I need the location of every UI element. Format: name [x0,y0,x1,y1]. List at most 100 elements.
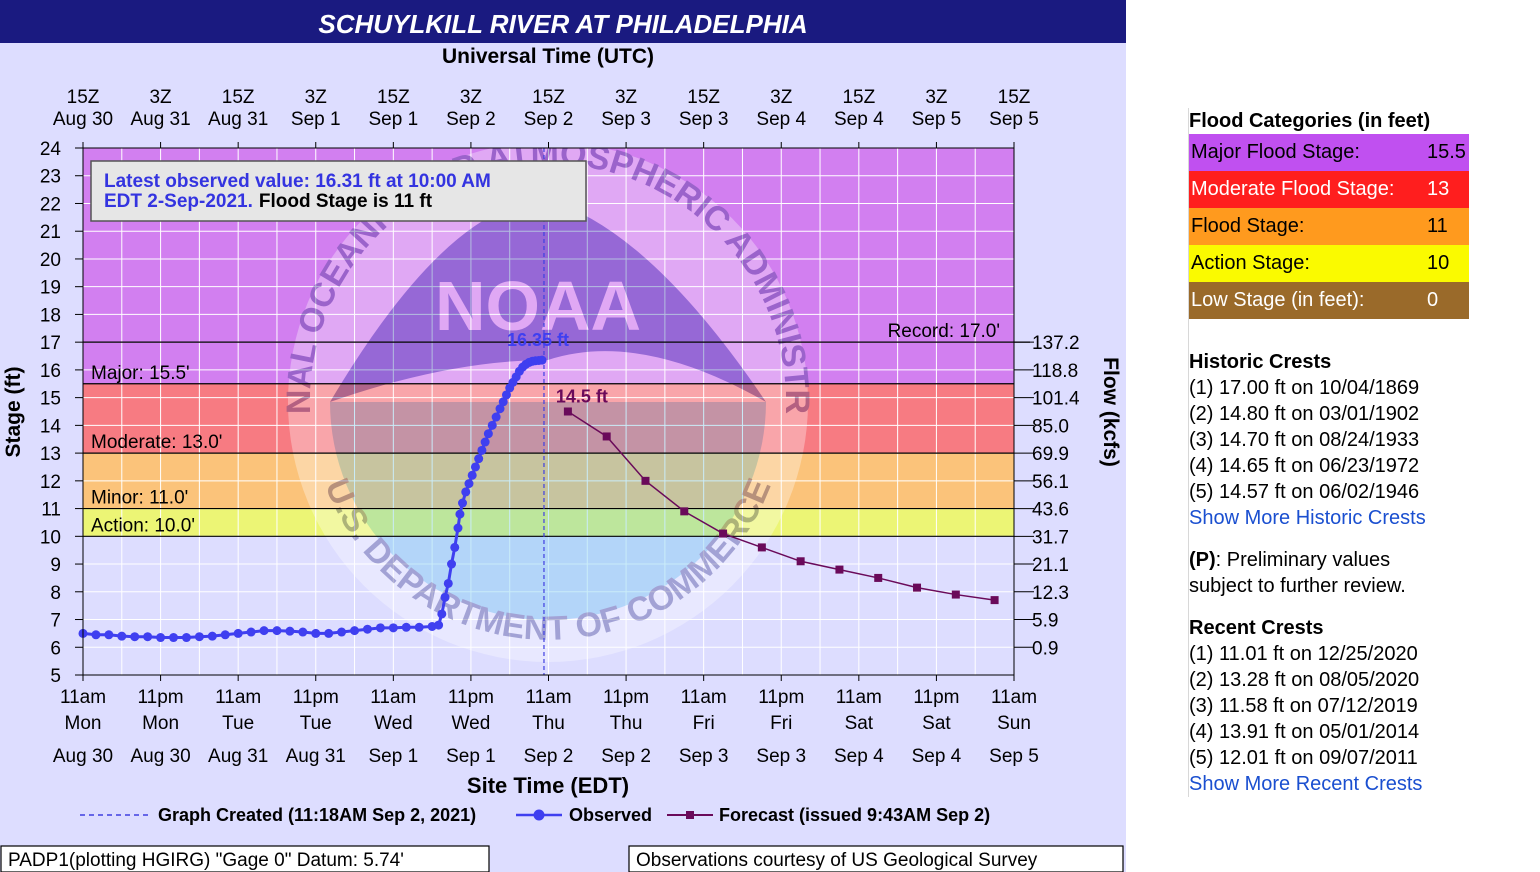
y-tick-label-13: 13 [40,444,61,465]
observed-point-18 [311,628,321,638]
y-tick-label-22: 22 [40,194,61,215]
footer-left-box [0,845,490,872]
threshold-label-1: Minor: 11.0' [91,488,188,509]
top-tick-time-12: 15Z [998,87,1031,108]
bottom-tick-time-10: 11am [836,687,882,708]
top-tick-date-12: Sep 5 [989,109,1039,130]
crest-item: (2) 14.80 ft on 03/01/1902 [1189,403,1420,425]
bottom-tick-day-3: Tue [300,713,332,734]
top-tick-date-6: Sep 2 [524,109,574,130]
threshold-label-3: Major: 15.5' [91,363,190,384]
top-tick-time-0: 15Z [67,87,100,108]
observed-point-11 [220,630,230,640]
observed-point-6 [156,633,166,643]
legend-created-label: Graph Created (11:18AM Sep 2, 2021) [158,805,476,825]
bottom-tick-time-9: 11pm [758,687,804,708]
observed-point-2 [104,630,114,640]
crest-item: (4) 14.65 ft on 06/23/1972 [1189,455,1420,477]
y-tick-label-12: 12 [40,472,61,493]
top-tick-time-7: 3Z [615,87,638,108]
bottom-tick-day-10: Sat [845,713,874,734]
bottom-tick-time-4: 11am [370,687,416,708]
flood-categories-list: Major Flood Stage: 15.5 Moderate Flood Sta… [1189,134,1489,319]
bottom-tick-date-7: Sep 2 [601,746,651,767]
top-tick-time-8: 15Z [687,87,720,108]
observed-point-22 [362,624,372,634]
legend-observed-marker [533,809,545,821]
bottom-tick-date-9: Sep 3 [756,746,806,767]
observed-point-24 [388,623,398,633]
flow-tick-label-7: 69.9 [1032,444,1069,465]
bottom-axis-title: Site Time (EDT) [467,773,629,798]
bottom-tick-time-2: 11am [215,687,261,708]
info-panel: Flood Categories (in feet) Major Flood S… [1188,108,1489,797]
observed-point-31 [443,578,453,588]
flood-category-value: 0 [1427,289,1439,311]
show-more-recent-link[interactable]: Show More Recent Crests [1189,773,1423,795]
bottom-tick-day-9: Fri [770,713,792,734]
legend-observed-label: Observed [569,805,652,825]
flood-category-label: Moderate Flood Stage: [1191,178,1395,200]
legend: Graph Created (11:18AM Sep 2, 2021) Obse… [80,805,990,825]
forecast-point-7 [835,565,844,574]
observed-point-4 [130,632,140,642]
y-tick-label-10: 10 [40,527,61,548]
bottom-tick-time-0: 11am [60,687,106,708]
footer-left-text: PADP1(plotting HGIRG) "Gage 0" Datum: 5.… [8,850,404,871]
top-tick-time-4: 15Z [377,87,410,108]
observed-point-47 [495,404,505,414]
observed-point-23 [375,623,385,633]
bottom-tick-date-12: Sep 5 [989,746,1039,767]
observed-point-3 [117,631,127,641]
flood-category-label: Flood Stage: [1191,215,1305,237]
crest-item: (3) 11.58 ft on 07/12/2019 [1189,695,1418,717]
latest-line2-black: Flood Stage is 11 ft [259,191,433,212]
threshold-label-0: Action: 10.0' [91,515,195,536]
forecast-point-10 [951,590,960,599]
bottom-tick-date-5: Sep 1 [446,746,496,767]
observed-point-32 [447,559,457,569]
flood-category-value: 13 [1427,178,1450,200]
observed-point-35 [455,509,465,519]
observed-point-10 [207,631,217,641]
observed-point-39 [467,470,477,480]
forecast-point-11 [990,596,999,605]
bottom-tick-date-4: Sep 1 [369,746,419,767]
threshold-label-2: Moderate: 13.0' [91,432,222,453]
chart-title: SCHUYLKILL RIVER AT PHILADELPHIA [318,9,807,39]
observed-point-30 [440,592,450,602]
bottom-tick-time-7: 11pm [603,687,649,708]
crest-item: (3) 14.70 ft on 08/24/1933 [1189,429,1420,451]
bottom-tick-date-3: Aug 31 [286,746,346,767]
flood-category-label: Major Flood Stage: [1191,141,1360,163]
flood-categories-title: Flood Categories (in feet) [1189,110,1431,132]
flow-tick-label-10: 118.8 [1032,361,1078,382]
y-tick-label-5: 5 [50,666,61,687]
show-more-historic-link[interactable]: Show More Historic Crests [1189,507,1426,529]
y-tick-label-24: 24 [40,139,62,160]
flood-category-row: Action Stage: 10 [1189,245,1469,282]
bottom-tick-time-6: 11am [525,687,571,708]
y-tick-label-8: 8 [50,583,61,604]
observed-point-5 [143,632,153,642]
top-tick-date-2: Aug 31 [208,109,268,130]
forecast-point-0 [563,407,572,416]
y-tick-label-6: 6 [50,638,61,659]
forecast-point-2 [641,476,650,485]
bottom-tick-time-3: 11pm [293,687,339,708]
historic-crests-title: Historic Crests [1189,351,1332,373]
left-axis-title: Stage (ft) [2,367,25,458]
forecast-point-4 [719,529,728,538]
crest-item: (5) 14.57 ft on 06/02/1946 [1189,481,1420,503]
observed-point-19 [324,628,334,638]
bottom-tick-date-10: Sep 4 [834,746,884,767]
observed-point-42 [477,445,487,455]
flood-category-value: 10 [1427,252,1450,274]
observed-point-44 [483,429,493,439]
flow-tick-label-5: 43.6 [1032,500,1069,521]
flood-category-label: Low Stage (in feet): [1191,289,1365,311]
bottom-tick-day-6: Thu [532,713,565,734]
bottom-tick-day-12: Sun [997,713,1031,734]
recent-crests-title: Recent Crests [1189,617,1324,639]
latest-observed-box: Latest observed value: 16.31 ft at 10:00… [90,160,587,222]
